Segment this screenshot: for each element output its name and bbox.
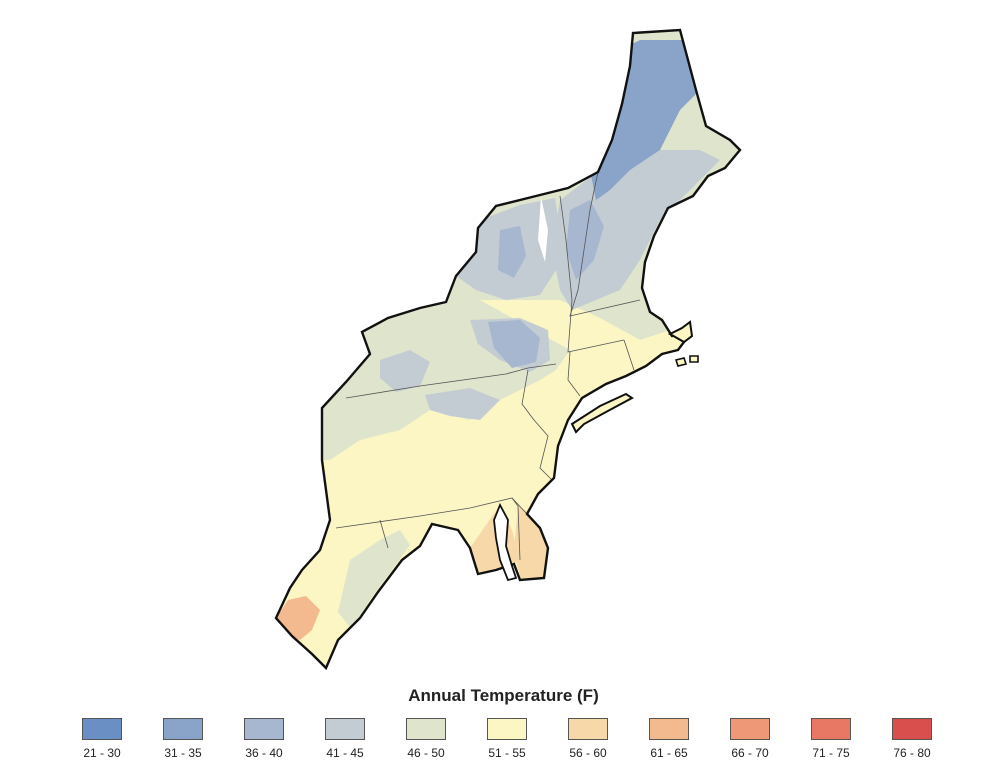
legend-item: 71 - 75 [801,718,861,760]
state-borders [335,171,641,561]
legend-item: 51 - 55 [477,718,537,760]
legend-swatch [82,718,122,740]
legend-item: 21 - 30 [72,718,132,760]
legend-label: 31 - 35 [164,746,202,760]
legend-label: 21 - 30 [83,746,121,760]
legend-item: 66 - 70 [720,718,780,760]
legend-swatch [244,718,284,740]
island-1 [674,357,688,367]
legend-label: 41 - 45 [326,746,364,760]
legend-swatch [811,718,851,740]
temperature-fill [276,30,740,668]
cape-cod [667,320,694,344]
legend-item: 31 - 35 [153,718,213,760]
legend-swatch [649,718,689,740]
legend-item: 46 - 50 [396,718,456,760]
legend-swatch [163,718,203,740]
temperature-map [274,28,742,670]
legend-swatch [325,718,365,740]
legend-item: 36 - 40 [234,718,294,760]
legend-swatch [568,718,608,740]
legend-label: 56 - 60 [569,746,607,760]
legend-swatch [730,718,770,740]
legend-item: 56 - 60 [558,718,618,760]
legend-label: 76 - 80 [893,746,931,760]
chesapeake-bay [493,502,518,582]
legend-swatch [487,718,527,740]
legend-swatch [892,718,932,740]
legend-label: 51 - 55 [488,746,526,760]
legend-title: Annual Temperature (F) [408,686,599,705]
legend-label: 36 - 40 [245,746,283,760]
legend-label: 71 - 75 [812,746,850,760]
legend-label: 46 - 50 [407,746,445,760]
legend-item: 41 - 45 [315,718,375,760]
legend: 21 - 30 31 - 35 36 - 40 41 - 45 46 - 50 51 - … [72,718,932,768]
legend-item: 76 - 80 [882,718,942,760]
legend-label: 66 - 70 [731,746,769,760]
legend-label: 61 - 65 [650,746,688,760]
long-island [570,392,634,434]
island-2 [689,355,699,363]
legend-swatch [406,718,446,740]
legend-item: 61 - 65 [639,718,699,760]
